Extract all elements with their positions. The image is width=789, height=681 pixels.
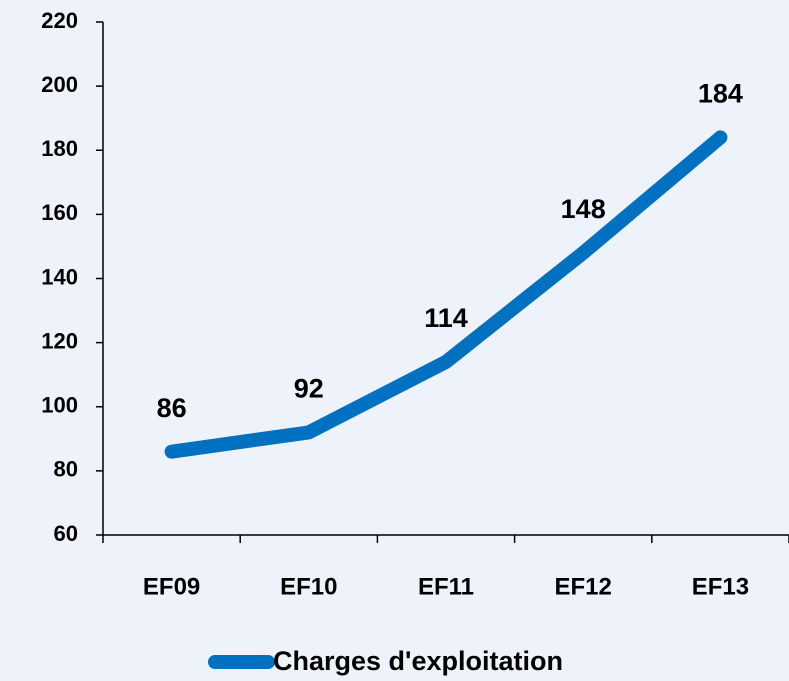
x-tick-label: EF10 [280,573,337,600]
y-tick-label: 160 [41,200,78,225]
data-label: 148 [561,194,606,224]
data-label: 114 [424,303,468,333]
x-tick-label: EF13 [692,573,749,600]
y-tick-label: 180 [41,136,78,161]
y-tick-label: 80 [54,457,78,482]
x-tick-label: EF09 [143,573,200,600]
x-tick-label: EF12 [555,573,612,600]
line-series [164,130,728,459]
x-tick-label: EF11 [418,573,474,600]
data-label: 184 [698,79,743,109]
y-tick-label: 60 [54,521,78,546]
y-tick-label: 100 [41,393,78,418]
data-label: 92 [294,374,324,404]
data-label: 86 [157,393,187,423]
y-tick-label: 200 [41,72,78,97]
y-tick-label: 220 [41,8,78,33]
y-tick-label: 120 [41,328,78,353]
y-tick-label: 140 [41,264,78,289]
legend-label: Charges d'exploitation [273,646,563,676]
